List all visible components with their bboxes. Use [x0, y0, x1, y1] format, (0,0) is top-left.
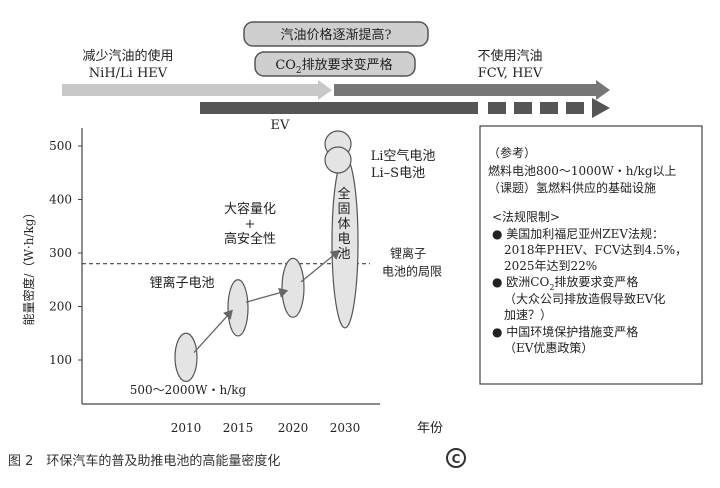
ref-title: （参考）	[488, 145, 536, 160]
figure-caption: 图 2 环保汽车的普及助推电池的高能量密度化	[8, 453, 280, 469]
reg-3a: ● 中国环境保护措施变严格	[492, 324, 638, 339]
solid-state-label-3: 体	[337, 217, 350, 232]
y-tick-label-500: 500	[49, 139, 72, 153]
energy-range-label: 500～2000W・h/kg	[130, 383, 247, 397]
solid-state-label-2: 固	[337, 202, 350, 217]
right-label-2: FCV, HEV	[478, 66, 543, 81]
svg-text:C: C	[452, 452, 461, 466]
trend-arrow-1	[193, 309, 233, 353]
y-tick-label-200: 200	[49, 300, 72, 314]
trend-arrow-3	[300, 250, 341, 283]
li-air-label: Li空气电池	[371, 148, 436, 164]
ev-arrow-dash-3	[540, 102, 558, 114]
reg-2b: （大众公司排放造假导致EV化	[504, 291, 665, 306]
ev-arrow-dash-4	[566, 102, 584, 114]
li-s-label: Li–S电池	[371, 166, 425, 181]
ev-arrow-solid	[200, 102, 478, 114]
solid-state-label-5: 池	[337, 247, 350, 262]
capacity-label-2: 高安全性	[224, 231, 276, 247]
y-tick-label-100: 100	[49, 353, 72, 367]
left-label-1: 减少汽油的使用	[82, 48, 173, 64]
left-label-2: NiH/Li HEV	[89, 66, 168, 81]
x-tick-label-2030: 2030	[330, 421, 361, 435]
li-ion-limit-label-1: 锂离子	[390, 246, 426, 261]
ev-arrow-head	[592, 98, 610, 118]
reg-3b: （EV优惠政策）	[504, 341, 593, 355]
reg-1a: ● 美国加利福尼亚州ZEV法规：	[492, 226, 664, 241]
hev-arrow	[62, 80, 332, 100]
co2-box	[254, 51, 416, 77]
trend-arrow-2	[245, 287, 289, 303]
ref-line-1: 燃料电池800～1000W・h/kg以上	[488, 163, 677, 178]
y-tick-label-400: 400	[49, 193, 72, 207]
rising-price-box	[243, 21, 429, 47]
reg-1b: 2018年PHEV、FCV达到4.5%，	[504, 243, 687, 257]
capacity-plus: +	[245, 217, 256, 232]
li-ion-limit-label-2: 电池的局限	[382, 264, 442, 279]
watermark-logo: C	[446, 448, 466, 468]
y-axis-label: 能量密度/（W·h/kg）	[21, 207, 36, 326]
ev-arrow-dash-1	[488, 102, 506, 114]
ref-line-2: （课题）氢燃料供应的基础设施	[488, 180, 656, 195]
li-ion-label: 锂离子电池	[149, 275, 214, 291]
co2-text: CO2排放要求变严格	[275, 57, 392, 76]
x-tick-label-2015: 2015	[223, 421, 254, 435]
fcv-arrow	[334, 80, 610, 100]
reg-2c: 加速？）	[504, 308, 552, 322]
right-label-1: 不使用汽油	[477, 48, 542, 64]
roadmap: 汽油价格逐渐提高? CO2排放要求变严格 减少汽油的使用 NiH/Li HEV …	[62, 21, 610, 133]
y-tick-label-300: 300	[49, 246, 72, 260]
solid-state-label-4: 电	[337, 232, 350, 247]
notes-box	[479, 125, 703, 385]
ev-arrow-dash-2	[514, 102, 532, 114]
ev-label: EV	[271, 118, 290, 133]
x-tick-label-2010: 2010	[171, 421, 202, 435]
reg-1c: 2025年达到22%	[504, 259, 597, 273]
x-tick-label-2020: 2020	[278, 421, 309, 435]
li-air-circle-2	[324, 146, 352, 174]
reg-title: <法规限制>	[492, 209, 560, 224]
capacity-label-1: 大容量化	[224, 201, 276, 217]
notes-panel: （参考） 燃料电池800～1000W・h/kg以上 （课题）氢燃料供应的基础设施…	[479, 125, 703, 385]
rising-price-text: 汽油价格逐渐提高?	[281, 27, 392, 43]
data-bubble-2015	[227, 279, 249, 337]
solid-state-label-1: 全	[337, 186, 350, 202]
data-bubble-2020	[281, 257, 305, 318]
data-bubble-2010	[174, 332, 198, 383]
reg-2a: ● 欧洲CO2排放要求变严格	[492, 274, 638, 292]
x-axis-label: 年份	[417, 421, 443, 436]
energy-density-chart: 能量密度/（W·h/kg） 年份 100 200 300 400 500 2010 201…	[21, 128, 443, 436]
